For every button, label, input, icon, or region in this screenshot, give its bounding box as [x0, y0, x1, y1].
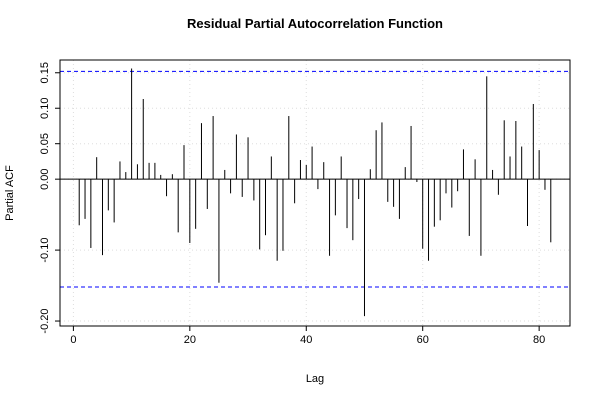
y-tick-label: -0.20	[39, 308, 51, 333]
x-tick-label: 20	[184, 334, 196, 346]
x-tick-label: 0	[70, 334, 76, 346]
y-axis-label: Partial ACF	[4, 165, 16, 221]
y-tick-label: 0.10	[39, 98, 51, 119]
x-tick-label: 80	[533, 334, 545, 346]
plot-frame	[59, 59, 571, 327]
y-tick-label: 0.00	[39, 168, 51, 189]
x-axis-label: Lag	[306, 373, 324, 385]
chart-title: Residual Partial Autocorrelation Functio…	[187, 16, 443, 31]
y-tick-label: -0.10	[39, 238, 51, 263]
y-tick-label: 0.15	[39, 62, 51, 83]
x-tick-label: 60	[417, 334, 429, 346]
x-tick-label: 40	[300, 334, 312, 346]
y-tick-label: 0.05	[39, 133, 51, 154]
